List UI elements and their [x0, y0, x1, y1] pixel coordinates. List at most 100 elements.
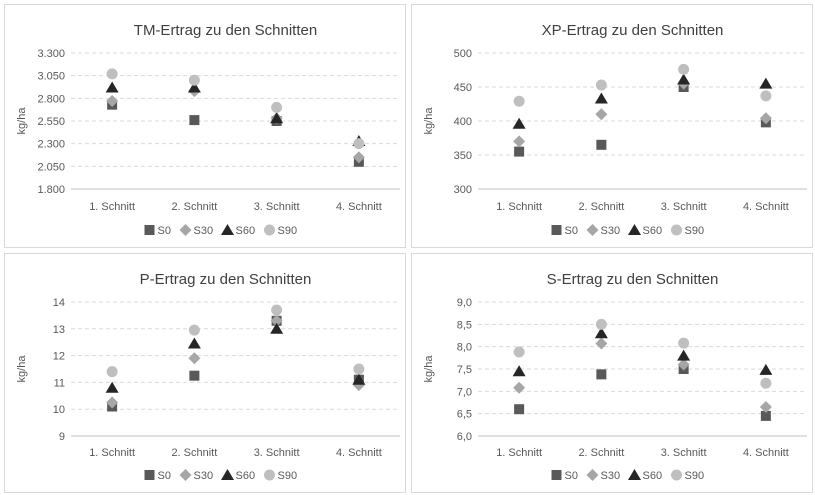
legend-marker-s30: [587, 469, 599, 481]
legend-marker-s90: [264, 470, 275, 481]
legend-marker-s0: [552, 470, 562, 480]
legend-label: S30: [601, 225, 621, 237]
legend-label: S90: [685, 470, 705, 482]
legend-label: S60: [643, 470, 663, 482]
y-tick-label: 6,5: [457, 409, 472, 421]
legend-label: S60: [643, 225, 663, 237]
data-point-s90: [189, 325, 200, 336]
y-tick-label: 2.300: [37, 139, 65, 151]
x-tick-label: 3. Schnitt: [661, 201, 707, 213]
x-tick-label: 1. Schnitt: [496, 447, 542, 459]
data-point-s0: [514, 147, 524, 157]
data-point-s30: [595, 338, 607, 350]
y-tick-label: 6,0: [457, 431, 472, 443]
legend-label: S0: [158, 470, 171, 482]
x-tick-label: 2. Schnitt: [171, 201, 217, 213]
y-tick-label: 500: [454, 48, 472, 60]
y-axis-label: kg/ha: [423, 107, 435, 135]
s-ertrag-chart: S-Ertrag zu den Schnitten 6,0 6,5 7,0 7,5 8,0…: [411, 253, 813, 493]
y-tick-label: 14: [53, 297, 65, 309]
data-point-s0: [596, 140, 606, 150]
chart-title: S-Ertrag zu den Schnitten: [547, 271, 719, 288]
y-tick-label: 400: [454, 116, 472, 128]
data-point-s90: [514, 96, 525, 107]
tm-ertrag-chart: TM-Ertrag zu den Schnitten 1.800 2.050 2.30…: [4, 4, 406, 248]
data-point-s90: [107, 366, 118, 377]
x-tick-label: 2. Schnitt: [171, 447, 217, 459]
legend-label: S90: [278, 470, 298, 482]
y-tick-label: 350: [454, 150, 472, 162]
data-point-s60: [106, 382, 119, 393]
data-point-s30: [513, 382, 525, 394]
legend-label: S30: [194, 470, 214, 482]
legend-label: S90: [685, 225, 705, 237]
y-tick-label: 13: [53, 324, 65, 336]
data-point-s60: [513, 365, 526, 376]
y-tick-label: 10: [53, 404, 65, 416]
data-point-s0: [514, 404, 524, 414]
data-point-s90: [353, 364, 364, 375]
data-point-s90: [760, 90, 771, 101]
x-tick-label: 4. Schnitt: [336, 447, 382, 459]
y-tick-label: 9: [59, 431, 65, 443]
data-point-s90: [678, 338, 689, 349]
y-tick-label: 9,0: [457, 297, 472, 309]
data-point-s90: [353, 138, 364, 149]
y-tick-label: 3.050: [37, 71, 65, 83]
y-tick-label: 11: [54, 377, 65, 389]
legend-label: S30: [601, 470, 621, 482]
y-tick-label: 7,5: [457, 364, 472, 376]
data-point-s60: [677, 350, 690, 361]
legend-marker-s60: [628, 469, 641, 480]
data-point-s0: [596, 369, 606, 379]
x-tick-label: 1. Schnitt: [89, 447, 135, 459]
y-axis-label: kg/ha: [16, 107, 28, 135]
y-tick-label: 8,0: [457, 342, 472, 354]
chart-title: XP-Ertrag zu den Schnitten: [542, 22, 724, 39]
y-tick-label: 300: [454, 184, 472, 196]
x-tick-label: 1. Schnitt: [496, 201, 542, 213]
x-tick-label: 4. Schnitt: [743, 201, 789, 213]
legend-marker-s60: [221, 224, 234, 235]
y-axis-label: kg/ha: [16, 355, 28, 383]
legend-label: S60: [236, 470, 256, 482]
data-point-s90: [189, 75, 200, 86]
y-tick-label: 2.050: [37, 161, 65, 173]
legend-marker-s0: [552, 225, 562, 235]
x-tick-label: 2. Schnitt: [578, 447, 624, 459]
legend-marker-s30: [587, 224, 599, 236]
x-tick-label: 3. Schnitt: [254, 447, 300, 459]
data-point-s90: [760, 378, 771, 389]
data-point-s30: [595, 108, 607, 120]
data-point-s60: [188, 338, 201, 349]
legend-marker-s60: [628, 224, 641, 235]
legend-marker-s0: [145, 225, 155, 235]
data-point-s90: [678, 64, 689, 75]
data-point-s30: [513, 135, 525, 147]
data-point-s90: [271, 305, 282, 316]
x-tick-label: 2. Schnitt: [578, 201, 624, 213]
legend-marker-s60: [221, 469, 234, 480]
y-tick-label: 2.550: [37, 116, 65, 128]
data-point-s60: [106, 81, 119, 92]
legend-label: S60: [236, 225, 256, 237]
x-tick-label: 3. Schnitt: [254, 201, 300, 213]
x-tick-label: 1. Schnitt: [89, 201, 135, 213]
y-tick-label: 7,0: [457, 386, 472, 398]
data-point-s90: [271, 102, 282, 113]
legend-marker-s90: [671, 225, 682, 236]
y-tick-label: 450: [454, 82, 472, 94]
legend-label: S90: [278, 225, 298, 237]
s-ertrag-plot: S-Ertrag zu den Schnitten 6,0 6,5 7,0 7,5 8,0…: [412, 254, 814, 494]
x-tick-label: 3. Schnitt: [661, 447, 707, 459]
p-ertrag-plot: P-Ertrag zu den Schnitten91011121314kg/h…: [5, 254, 407, 494]
y-tick-label: 1.800: [37, 184, 65, 196]
p-ertrag-chart: P-Ertrag zu den Schnitten 9 10 11 12 13 14 kg/h…: [4, 253, 406, 493]
legend-label: S30: [194, 225, 214, 237]
legend-marker-s30: [180, 469, 192, 481]
x-tick-label: 4. Schnitt: [743, 447, 789, 459]
data-point-s60: [759, 78, 772, 89]
y-tick-label: 2.800: [37, 93, 65, 105]
data-point-s0: [189, 115, 199, 125]
y-tick-label: 8,5: [457, 319, 472, 331]
